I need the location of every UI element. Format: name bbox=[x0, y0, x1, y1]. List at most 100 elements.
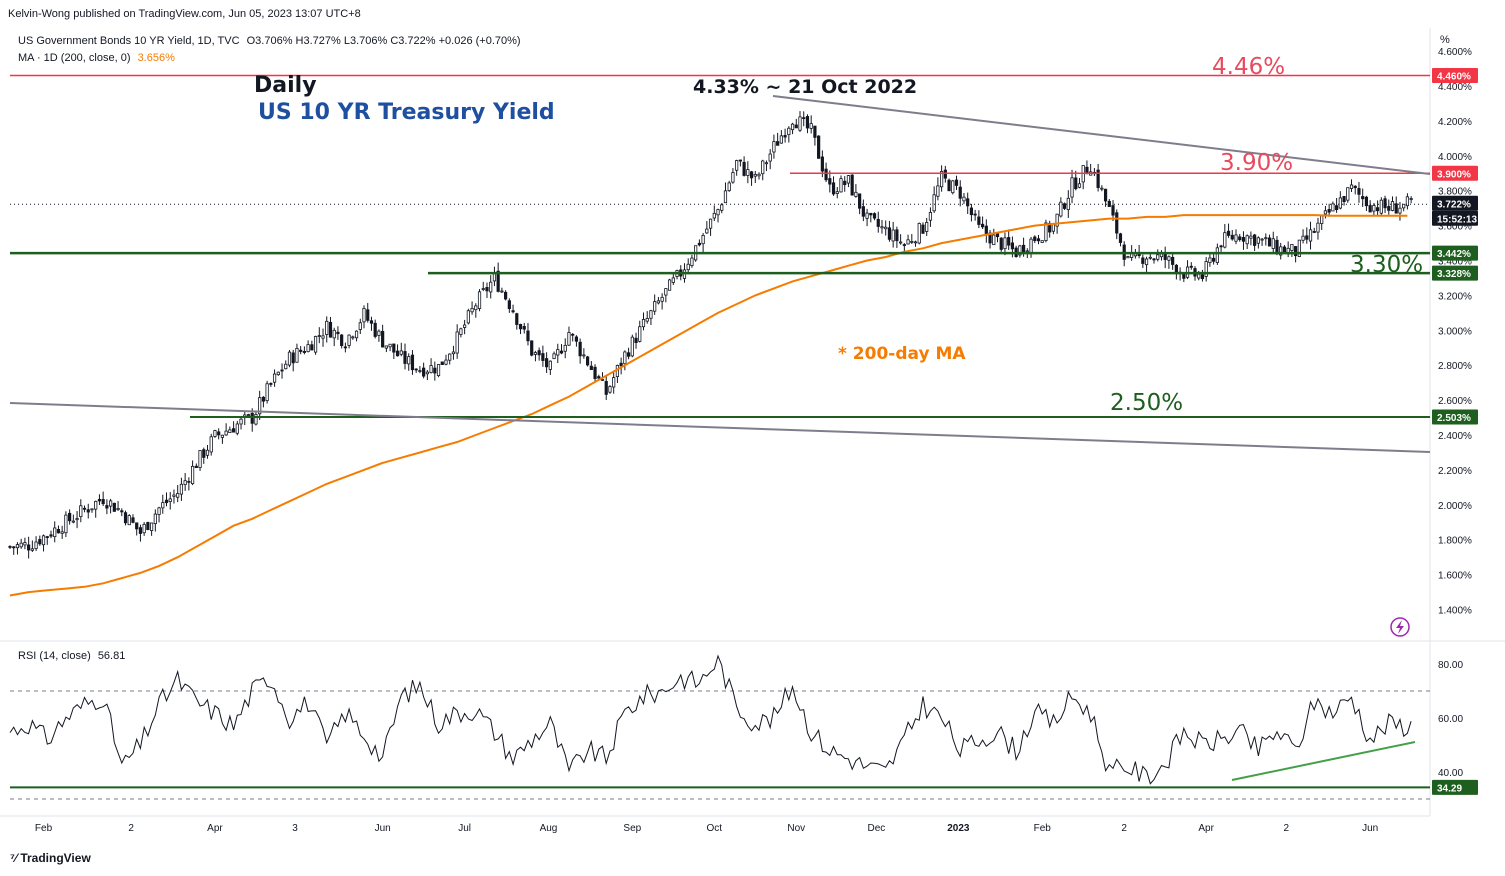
candle-body bbox=[567, 332, 571, 346]
candle-body bbox=[1200, 274, 1205, 280]
price-tick-label: 3.000% bbox=[1438, 326, 1472, 337]
candle-body bbox=[433, 367, 437, 374]
candle-body bbox=[146, 522, 150, 530]
symbol-legend[interactable]: US Government Bonds 10 YR Yield, 1D, TVC… bbox=[18, 35, 521, 47]
candle-body bbox=[1241, 237, 1246, 242]
candle-body bbox=[619, 362, 623, 367]
candle-body bbox=[448, 353, 452, 361]
candle-body bbox=[1040, 240, 1044, 243]
time-tick-label: Apr bbox=[207, 823, 223, 834]
candle-body bbox=[749, 171, 754, 179]
candle-body bbox=[440, 361, 444, 365]
candle-body bbox=[664, 288, 668, 296]
candle-body bbox=[578, 341, 582, 357]
candle-body bbox=[500, 290, 504, 293]
upper-trendline[interactable] bbox=[772, 95, 1430, 175]
badge-2503[interactable]: 2.503% bbox=[1432, 409, 1478, 425]
candle-body bbox=[649, 310, 653, 319]
price-tick-label: 2.600% bbox=[1438, 396, 1472, 407]
candle-body bbox=[60, 531, 64, 534]
candle-body bbox=[187, 480, 191, 483]
time-tick-label: Jul bbox=[458, 823, 471, 834]
candle-body bbox=[563, 344, 567, 352]
price-tick-label: 2.800% bbox=[1438, 361, 1472, 372]
candle-body bbox=[1074, 177, 1078, 190]
candle-body bbox=[258, 397, 262, 415]
badge-446[interactable]: 4.460% bbox=[1432, 68, 1478, 84]
candle-body bbox=[969, 207, 974, 216]
time-tick-label: Aug bbox=[540, 823, 558, 834]
rsi-axis[interactable]: 40.00 60.00 80.00 bbox=[1438, 660, 1463, 779]
candle-body bbox=[358, 322, 362, 330]
candle-body bbox=[992, 234, 996, 246]
candle-body bbox=[1271, 238, 1275, 249]
badge-390-box bbox=[1432, 165, 1478, 181]
candle-body bbox=[209, 436, 213, 453]
candle-body bbox=[1189, 265, 1193, 268]
candle-body bbox=[127, 515, 131, 526]
rsi-legend[interactable]: RSI (14, close) 56.81 bbox=[18, 650, 125, 662]
candle-body bbox=[1215, 247, 1219, 263]
time-tick-label: Oct bbox=[707, 823, 723, 834]
candle-body bbox=[123, 512, 128, 524]
candle-body bbox=[1025, 250, 1029, 253]
candle-body bbox=[999, 237, 1003, 250]
candle-body bbox=[723, 190, 728, 204]
candle-body bbox=[608, 386, 612, 393]
candle-body bbox=[116, 508, 120, 511]
rsi-rising-trendline[interactable] bbox=[1231, 741, 1416, 781]
candle-body bbox=[872, 213, 877, 219]
price-tick-label: 2.200% bbox=[1438, 466, 1472, 477]
level-446-label: 4.46% bbox=[1212, 54, 1285, 80]
candle-body bbox=[388, 343, 392, 348]
candle-body bbox=[1144, 258, 1149, 266]
candle-body bbox=[489, 281, 493, 293]
candle-body bbox=[846, 175, 851, 184]
lightning-icon[interactable] bbox=[1390, 617, 1410, 637]
candle-body bbox=[1256, 237, 1260, 244]
candle-body bbox=[377, 330, 381, 336]
candle-body bbox=[369, 320, 374, 324]
candle-body bbox=[638, 326, 642, 342]
candle-body bbox=[1171, 256, 1175, 265]
badge-countdown[interactable]: 15:52:13 bbox=[1432, 210, 1478, 226]
badge-390[interactable]: 3.900% bbox=[1432, 165, 1478, 181]
ma-value: 3.656% bbox=[137, 52, 175, 64]
candle-body bbox=[1316, 222, 1320, 233]
badge-3442[interactable]: 3.442% bbox=[1432, 245, 1478, 261]
candle-body bbox=[477, 291, 482, 309]
candle-body bbox=[1402, 203, 1406, 209]
candle-body bbox=[1361, 196, 1365, 200]
candle-body bbox=[310, 344, 314, 351]
time-tick-label: Jun bbox=[1362, 823, 1378, 834]
candle-body bbox=[1383, 198, 1387, 209]
time-axis[interactable]: Feb 2 Apr 3 Jun Jul Aug Sep Oct Nov Dec 2023 Feb 2 Apr… bbox=[35, 823, 1378, 834]
badge-rsi-34[interactable]: 34.29 bbox=[1432, 779, 1478, 795]
candle-body bbox=[15, 544, 20, 549]
candle-body bbox=[280, 369, 284, 372]
time-tick-label: Nov bbox=[787, 823, 805, 834]
candle-body bbox=[228, 429, 232, 433]
candle-body bbox=[8, 545, 12, 548]
candle-body bbox=[284, 363, 288, 370]
candle-body bbox=[1070, 177, 1074, 198]
candle-body bbox=[194, 465, 198, 469]
badge-3328-box bbox=[1432, 265, 1478, 281]
candle-body bbox=[138, 527, 143, 534]
badge-last-price[interactable]: 3.722% bbox=[1432, 195, 1478, 211]
candle-body bbox=[34, 541, 38, 549]
candle-body bbox=[1152, 258, 1156, 261]
lower-trendline[interactable] bbox=[9, 402, 1430, 453]
candle-body bbox=[1051, 223, 1055, 232]
candle-body bbox=[205, 449, 210, 456]
candle-body bbox=[366, 309, 370, 321]
candle-body bbox=[1338, 197, 1342, 209]
badge-3328[interactable]: 3.328% bbox=[1432, 265, 1478, 281]
candle-body bbox=[604, 381, 608, 395]
ma-legend[interactable]: MA · 1D (200, close, 0) 3.656% bbox=[18, 52, 175, 64]
price-tick-label: 1.800% bbox=[1438, 536, 1472, 547]
price-axis[interactable]: 1.400% 1.600% 1.800% 2.000% 2.200% 2.400% 2.60… bbox=[1438, 47, 1472, 616]
tradingview-logo[interactable]: ⁷⁄ TradingView bbox=[10, 851, 91, 865]
candle-body bbox=[1375, 207, 1380, 212]
